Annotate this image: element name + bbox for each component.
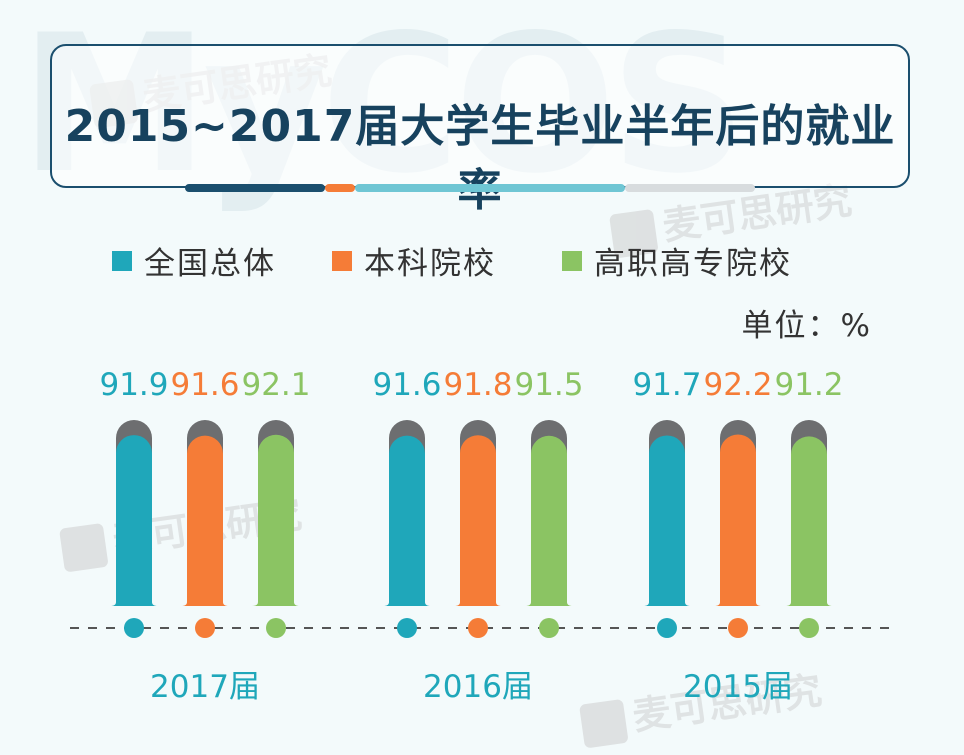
- data-label: 91.8: [443, 367, 512, 403]
- legend-label-undergrad: 本科院校: [364, 246, 496, 282]
- bar-dot: [266, 618, 286, 638]
- title-underline-dark: [185, 184, 325, 192]
- legend-label-vocational: 高职高专院校: [594, 246, 792, 282]
- bar-undergrad: [181, 435, 229, 606]
- data-label: 91.5: [514, 367, 583, 403]
- data-label: 92.2: [703, 367, 772, 403]
- bar-national: [383, 435, 431, 606]
- bar-dot: [728, 618, 748, 638]
- unit-label: 单位：%: [741, 308, 872, 344]
- bar-vocational: [785, 436, 833, 606]
- bar-national: [643, 435, 691, 606]
- legend-item-undergrad: 本科院校: [332, 238, 496, 283]
- data-label: 91.6: [170, 367, 239, 403]
- data-label: 91.9: [99, 367, 168, 403]
- legend-item-national: 全国总体: [112, 238, 276, 283]
- bar-dot: [657, 618, 677, 638]
- bar-dot: [124, 618, 144, 638]
- bar-dot: [397, 618, 417, 638]
- category-label: 2015届: [683, 669, 793, 705]
- chart-title: 2015~2017届大学生毕业半年后的就业率: [64, 101, 896, 216]
- bar-undergrad: [714, 434, 762, 606]
- legend-swatch-vocational: [562, 250, 582, 271]
- title-underline-gray: [625, 184, 755, 192]
- bar-dot: [195, 618, 215, 638]
- bar-vocational: [525, 435, 573, 606]
- legend-swatch-undergrad: [332, 250, 352, 271]
- data-label: 91.7: [632, 367, 701, 403]
- title-underline-teal: [355, 184, 625, 192]
- title-underline-orange: [325, 184, 355, 192]
- bar-vocational: [252, 434, 300, 606]
- legend-label-national: 全国总体: [144, 246, 276, 282]
- category-label: 2017届: [150, 669, 260, 705]
- data-label: 92.1: [241, 367, 310, 403]
- title-panel: 2015~2017届大学生毕业半年后的就业率: [50, 44, 910, 216]
- bar-dot: [468, 618, 488, 638]
- bar-dot: [539, 618, 559, 638]
- legend-swatch-national: [112, 250, 132, 271]
- legend-item-vocational: 高职高专院校: [562, 238, 792, 283]
- data-label: 91.2: [774, 367, 843, 403]
- bar-national: [110, 435, 158, 606]
- category-label: 2016届: [423, 669, 533, 705]
- data-label: 91.6: [372, 367, 441, 403]
- bar-dot: [799, 618, 819, 638]
- bar-undergrad: [454, 435, 502, 606]
